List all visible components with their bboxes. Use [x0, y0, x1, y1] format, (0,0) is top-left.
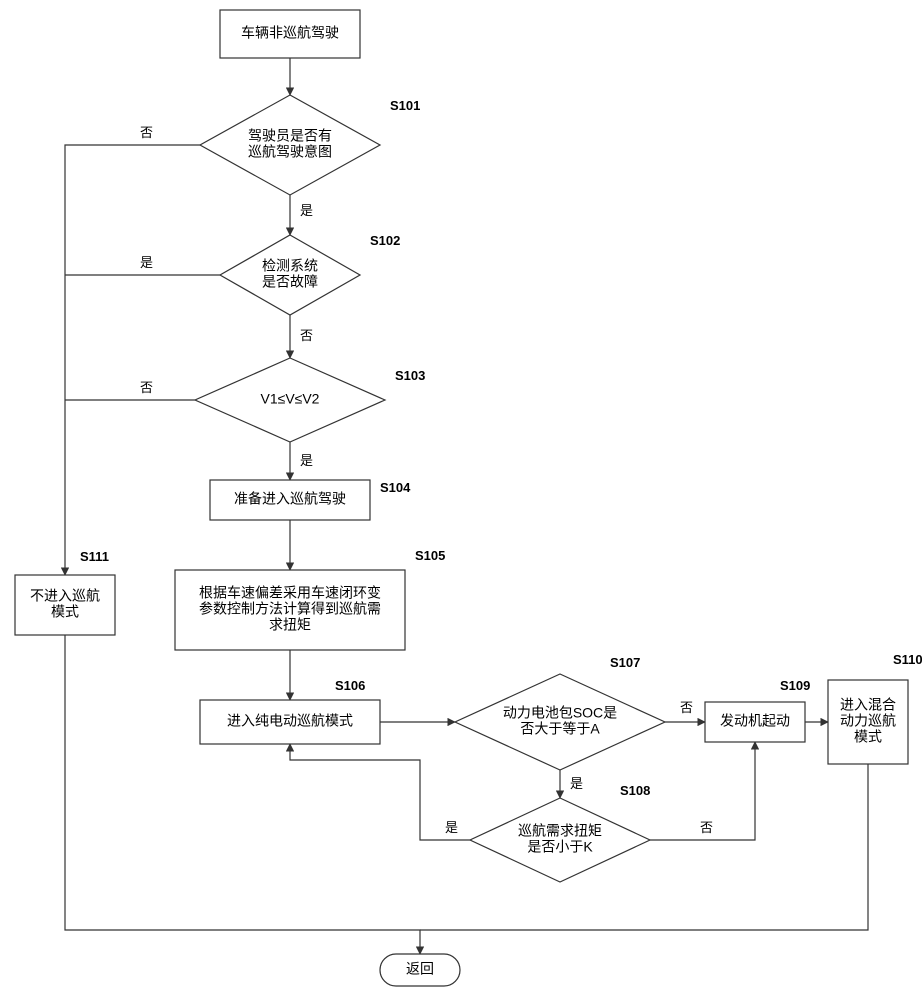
- edge-label: 否: [140, 125, 153, 140]
- step-label: S106: [335, 678, 365, 693]
- svg-text:准备进入巡航驾驶: 准备进入巡航驾驶: [234, 491, 346, 507]
- svg-text:发动机起动: 发动机起动: [720, 713, 790, 729]
- svg-text:驾驶员是否有: 驾驶员是否有: [248, 128, 332, 144]
- step-label: S111: [80, 549, 109, 564]
- svg-text:动力电池包SOC是: 动力电池包SOC是: [503, 705, 617, 721]
- node-s103: V1≤V≤V2 S103: [195, 358, 425, 442]
- step-label: S105: [415, 548, 445, 563]
- svg-text:巡航驾驶意图: 巡航驾驶意图: [248, 144, 332, 160]
- edge: [65, 145, 200, 575]
- svg-text:否大于等于A: 否大于等于A: [520, 721, 600, 737]
- svg-text:V1≤V≤V2: V1≤V≤V2: [261, 391, 320, 407]
- step-label: S102: [370, 233, 400, 248]
- step-label: S109: [780, 678, 810, 693]
- node-s110: 进入混合动力巡航模式 S110: [828, 652, 922, 764]
- svg-text:模式: 模式: [51, 604, 79, 620]
- svg-text:求扭矩: 求扭矩: [269, 617, 311, 633]
- svg-text:参数控制方法计算得到巡航需: 参数控制方法计算得到巡航需: [199, 601, 381, 617]
- edge-label: 否: [300, 328, 313, 343]
- node-s105: 根据车速偏差采用车速闭环变参数控制方法计算得到巡航需求扭矩 S105: [175, 548, 445, 650]
- svg-text:车辆非巡航驾驶: 车辆非巡航驾驶: [241, 25, 339, 41]
- svg-text:根据车速偏差采用车速闭环变: 根据车速偏差采用车速闭环变: [199, 585, 381, 601]
- node-s101: 驾驶员是否有巡航驾驶意图 S101: [200, 95, 420, 195]
- node-s109: 发动机起动 S109: [705, 678, 810, 742]
- edge-label: 是: [445, 820, 458, 835]
- node-start: 车辆非巡航驾驶: [220, 10, 360, 58]
- edge: [290, 744, 470, 840]
- step-label: S103: [395, 368, 425, 383]
- node-return: 返回: [380, 954, 460, 986]
- edge-label: 否: [680, 700, 693, 715]
- step-label: S108: [620, 783, 650, 798]
- svg-text:进入纯电动巡航模式: 进入纯电动巡航模式: [227, 713, 353, 729]
- svg-text:是否故障: 是否故障: [262, 274, 318, 290]
- edge-label: 是: [140, 255, 153, 270]
- svg-text:进入混合: 进入混合: [840, 697, 896, 713]
- edge-label: 是: [300, 203, 313, 218]
- edge: [65, 635, 420, 954]
- svg-text:是否小于K: 是否小于K: [527, 839, 593, 855]
- flowchart-canvas: 是否是是否是否否是否车辆非巡航驾驶驾驶员是否有巡航驾驶意图S101检测系统是否故…: [0, 0, 922, 1000]
- edge-label: 是: [570, 776, 583, 791]
- node-s102: 检测系统是否故障 S102: [220, 233, 400, 315]
- svg-text:动力巡航: 动力巡航: [840, 713, 896, 729]
- step-label: S104: [380, 480, 411, 495]
- svg-text:检测系统: 检测系统: [262, 258, 318, 274]
- node-s104: 准备进入巡航驾驶 S104: [210, 480, 411, 520]
- node-s107: 动力电池包SOC是否大于等于A S107: [455, 655, 665, 770]
- node-s108: 巡航需求扭矩是否小于K S108: [470, 783, 650, 882]
- step-label: S107: [610, 655, 640, 670]
- edge-label: 否: [700, 820, 713, 835]
- svg-text:不进入巡航: 不进入巡航: [30, 588, 100, 604]
- svg-text:返回: 返回: [406, 961, 434, 977]
- svg-text:巡航需求扭矩: 巡航需求扭矩: [518, 823, 602, 839]
- step-label: S110: [893, 652, 922, 667]
- step-label: S101: [390, 98, 420, 113]
- edge-label: 是: [300, 453, 313, 468]
- edge-label: 否: [140, 380, 153, 395]
- svg-text:模式: 模式: [854, 729, 882, 745]
